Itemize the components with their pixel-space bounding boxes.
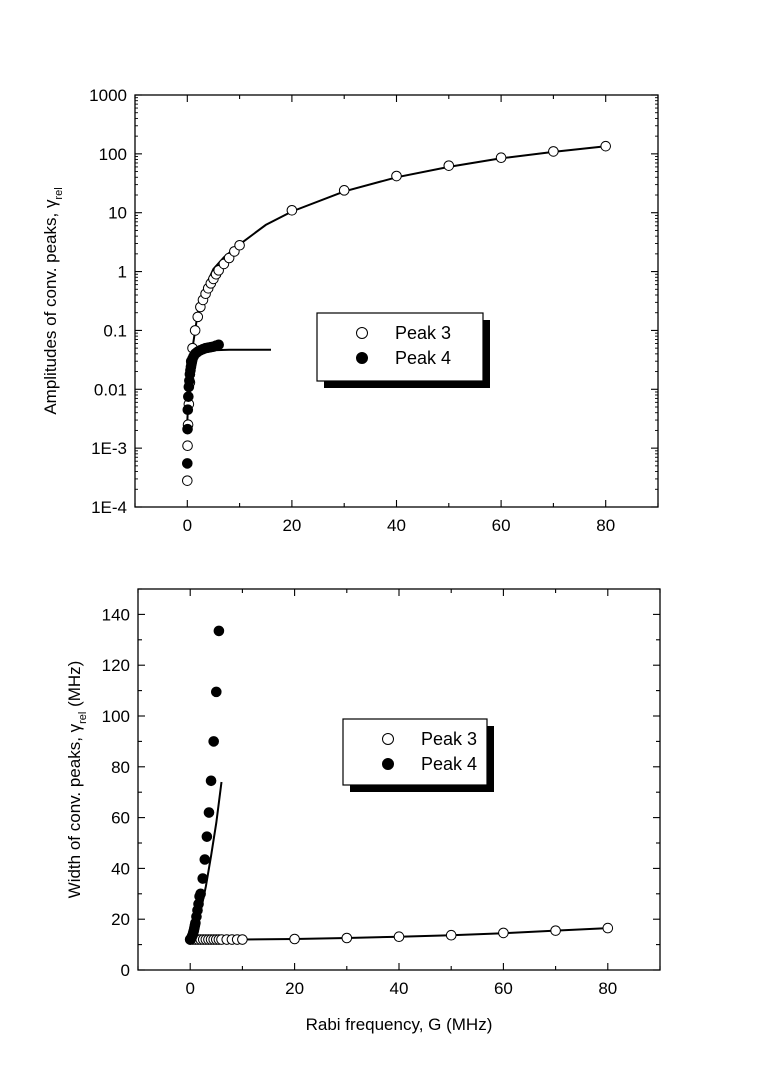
peak3-data-point (602, 922, 614, 934)
y-tick-label: 1000 (89, 86, 127, 105)
peak3-data-point (338, 185, 350, 196)
y-tick-label: 0.1 (103, 321, 127, 340)
peak3-data-point (237, 934, 248, 945)
x-tick-label: 0 (183, 516, 192, 535)
x-tick-label: 0 (185, 979, 194, 998)
legend-bottom-marker (382, 758, 394, 770)
peak3-data-point (234, 239, 245, 251)
peak4-data-point (201, 831, 213, 842)
peak4-data-point (197, 873, 209, 884)
y-tick-label: 1E-3 (91, 439, 127, 458)
peak4-data-point (203, 807, 215, 818)
x-tick-label: 80 (596, 516, 615, 535)
y-tick-label: 60 (111, 809, 130, 828)
x-tick-label: 20 (282, 516, 301, 535)
peak3-data-point (548, 146, 559, 157)
y-tick-label: 80 (111, 758, 130, 777)
peak4-data-point (211, 686, 222, 698)
y-tick-label: 100 (102, 707, 130, 726)
peak4-data-point (183, 391, 194, 402)
amplitude-panel: 0 20 40 60 80 1E-4 1E-3 0.01 0.1 1 10 100 1000 Amplit… (41, 86, 659, 535)
fit-line-2 (186, 348, 271, 422)
y-axis-title: Width of conv. peaks, γrel (MHz) (65, 661, 89, 899)
peak4-data-point (182, 423, 193, 435)
peak3-data-point (341, 932, 353, 944)
peak3-data-point (393, 931, 405, 943)
legend-top-marker (356, 327, 368, 339)
legend-bottom-marker (382, 733, 394, 745)
x-tick-label: 60 (492, 516, 511, 535)
peak4-data-point (213, 339, 224, 351)
peak3-data-point (495, 152, 507, 164)
width-panel: 0 20 40 60 80 0 20 40 60 80 100 120 140 Width of conv… (65, 588, 661, 1034)
peak4-data-point (182, 458, 193, 469)
y-tick-label: 10 (108, 204, 127, 223)
peak3-data-point (182, 475, 193, 486)
peak4-data-point (205, 775, 217, 787)
peak3-data-point (498, 927, 509, 939)
peak3-data-point (443, 160, 455, 171)
legend-top-label: Peak 3 (395, 323, 451, 343)
plot-frame (134, 94, 659, 508)
peak3-data-point (550, 925, 561, 936)
peak4-data-point (213, 625, 225, 637)
peak3-data-point (182, 440, 193, 452)
peak4-data-point (208, 736, 219, 747)
peak3-data-point (192, 311, 204, 323)
peak4-data-point (199, 854, 211, 865)
x-tick-label: 40 (387, 516, 406, 535)
y-tick-label: 120 (102, 656, 130, 675)
y-tick-label: 20 (111, 910, 130, 929)
y-tick-label: 0 (121, 961, 130, 980)
legend-top-box (316, 312, 484, 382)
x-tick-label: 20 (285, 979, 304, 998)
x-tick-label: 40 (390, 979, 409, 998)
y-tick-label: 100 (99, 145, 127, 164)
y-tick-label: 1 (118, 263, 127, 282)
peak3-data-point (445, 929, 457, 941)
legend-bottom-box (342, 718, 488, 786)
y-tick-label: 140 (102, 605, 130, 624)
x-tick-label: 80 (598, 979, 617, 998)
y-tick-label: 0.01 (94, 380, 127, 399)
y-tick-label: 1E-4 (91, 498, 127, 517)
legend-top-label: Peak 4 (395, 348, 451, 368)
peak3-data-point (286, 204, 298, 216)
y-tick-label: 40 (111, 859, 130, 878)
peak3-data-point (391, 170, 402, 182)
legend-top-marker (356, 352, 368, 364)
x-axis-title: Rabi frequency, G (MHz) (306, 1015, 493, 1034)
legend-bottom-label: Peak 4 (421, 754, 477, 774)
peak3-data-point (189, 325, 201, 336)
peak4-data-point (195, 888, 206, 900)
x-tick-label: 60 (494, 979, 513, 998)
y-axis-title: Amplitudes of conv. peaks, γrel (41, 187, 65, 414)
peak4-data-point (182, 404, 194, 415)
legend-bottom-label: Peak 3 (421, 729, 477, 749)
peak3-data-point (600, 140, 612, 152)
peak3-data-point (289, 933, 300, 945)
